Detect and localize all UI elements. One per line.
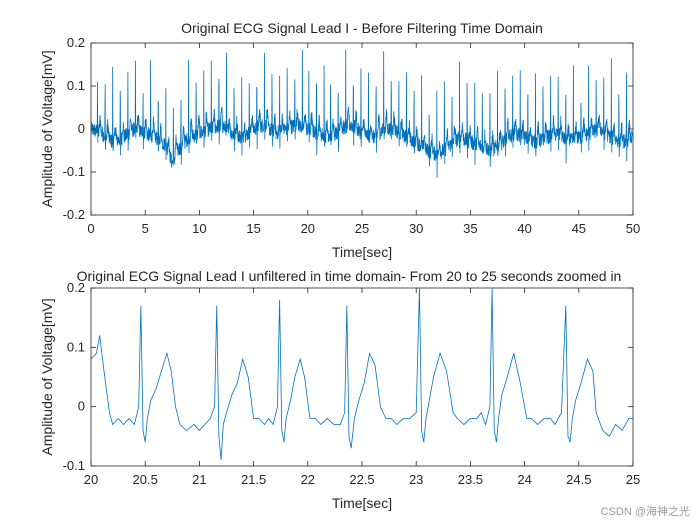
- x-tick-label: 20: [301, 221, 315, 236]
- x-tick-label: 10: [192, 221, 206, 236]
- x-tick-label: 24.5: [566, 472, 591, 487]
- y-tick-label: 0: [78, 399, 85, 414]
- watermark-text: CSDN @海神之光: [600, 506, 690, 518]
- x-tick-label: 20.5: [133, 472, 158, 487]
- y-tick-label: -0.1: [63, 164, 85, 179]
- bottom-plot-title: Original ECG Signal Lead I unfiltered in…: [77, 268, 622, 284]
- y-tick-label: -0.2: [63, 207, 85, 222]
- x-tick-label: 25: [626, 472, 640, 487]
- top-plot-title: Original ECG Signal Lead I - Before Filt…: [181, 20, 543, 36]
- y-tick-label: 0.2: [67, 280, 85, 295]
- bottom-x-axis-label: Time[sec]: [332, 495, 392, 511]
- x-tick-label: 23: [409, 472, 423, 487]
- x-tick-label: 21: [192, 472, 206, 487]
- x-tick-label: 22.5: [349, 472, 374, 487]
- x-tick-label: 0: [87, 221, 94, 236]
- ecg-series-line: [91, 49, 633, 178]
- x-tick-label: 50: [626, 221, 640, 236]
- x-tick-label: 21.5: [241, 472, 266, 487]
- bottom-subplot: Original ECG Signal Lead I unfiltered in…: [39, 268, 640, 511]
- x-tick-label: 20: [84, 472, 98, 487]
- x-tick-label: 25: [355, 221, 369, 236]
- bottom-y-axis-label: Amplitude of Voltage[mV]: [39, 298, 55, 455]
- top-subplot: Original ECG Signal Lead I - Before Filt…: [39, 20, 640, 260]
- bottom-plot-area: [90, 287, 634, 467]
- x-tick-label: 5: [142, 221, 149, 236]
- ecg-series-line: [91, 288, 633, 461]
- x-tick-label: 15: [246, 221, 260, 236]
- top-plot-content: 0 5 10 15 20 25 30 35 40 45 50 -0.2 -0.1 0 0.1 0.2: [63, 35, 641, 236]
- x-tick-label: 30: [409, 221, 423, 236]
- y-tick-label: 0.1: [67, 339, 85, 354]
- y-tick-label: -0.1: [63, 458, 85, 473]
- x-tick-label: 22: [301, 472, 315, 487]
- top-y-axis-label: Amplitude of Voltage[mV]: [39, 50, 55, 207]
- y-tick-label: 0.1: [67, 78, 85, 93]
- x-tick-label: 40: [517, 221, 531, 236]
- y-tick-label: 0: [78, 121, 85, 136]
- y-tick-label: 0.2: [67, 35, 85, 50]
- x-tick-label: 24: [517, 472, 531, 487]
- top-x-axis-label: Time[sec]: [332, 244, 392, 260]
- x-tick-label: 23.5: [458, 472, 483, 487]
- x-tick-label: 45: [572, 221, 586, 236]
- x-tick-label: 35: [463, 221, 477, 236]
- bottom-plot-content: 20 20.5 21 21.5 22 22.5 23 23.5 24 24.5 25 -0.1 0 0.1…: [63, 280, 641, 487]
